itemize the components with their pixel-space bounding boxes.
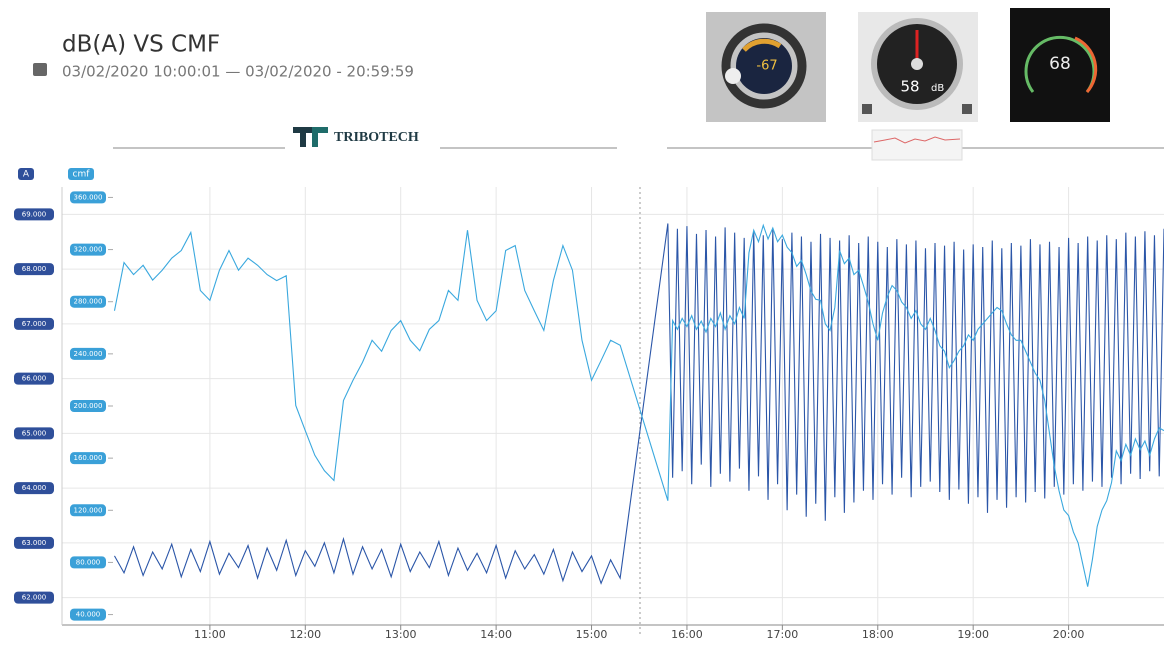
gauge-value: 68 — [1049, 54, 1071, 74]
y2-tick-label: 200.000 — [74, 402, 103, 410]
gauge-value: 58 — [900, 78, 919, 96]
gauge-value: -67 — [756, 59, 777, 74]
y2-tick-label: 280.000 — [74, 298, 103, 306]
y-tick-label: 67.000 — [22, 320, 47, 328]
x-tick-label: 18:00 — [862, 628, 894, 641]
y2-tick-label: 320.000 — [74, 246, 103, 254]
y2-axis-label: cmf — [73, 170, 91, 180]
title: dB(A) VS CMF — [62, 32, 220, 58]
subtitle: 03/02/2020 10:00:01 — 03/02/2020 - 20:59… — [62, 63, 414, 81]
gauge-icon — [725, 68, 741, 84]
y-axis-label: A — [23, 170, 30, 180]
page: dB(A) VS CMF 03/02/2020 10:00:01 — 03/02… — [0, 0, 1164, 649]
x-tick-label: 15:00 — [576, 628, 608, 641]
y2-tick-label: 80.000 — [76, 558, 101, 566]
y-tick-label: 65.000 — [22, 429, 47, 437]
x-tick-label: 13:00 — [385, 628, 417, 641]
gauge-button[interactable] — [962, 104, 972, 114]
x-tick-label: 16:00 — [671, 628, 703, 641]
y-tick-label: 68.000 — [22, 265, 47, 273]
y2-tick-label: 240.000 — [74, 350, 103, 358]
calendar-icon — [33, 63, 47, 76]
gauge-unit: dB — [931, 83, 944, 94]
x-tick-label: 12:00 — [289, 628, 321, 641]
y-tick-label: 62.000 — [22, 594, 47, 602]
y-tick-label: 69.000 — [22, 210, 47, 218]
x-tick-label: 20:00 — [1053, 628, 1085, 641]
y2-tick-label: 360.000 — [74, 193, 103, 201]
logo-mark — [312, 127, 318, 147]
dashboard: dB(A) VS CMF 03/02/2020 10:00:01 — 03/02… — [0, 0, 1164, 645]
y-tick-label: 64.000 — [22, 484, 47, 492]
logo-mark — [300, 127, 306, 147]
y2-tick-label: 120.000 — [74, 506, 103, 514]
x-tick-label: 14:00 — [480, 628, 512, 641]
logo-text: TRIBOTECH — [334, 130, 419, 145]
thumbnail — [872, 130, 962, 160]
x-tick-label: 11:00 — [194, 628, 226, 641]
y2-tick-label: 40.000 — [76, 611, 101, 619]
gauge-button[interactable] — [862, 104, 872, 114]
series-line — [114, 225, 1164, 586]
y-tick-label: 63.000 — [22, 539, 47, 547]
gauge-hub — [911, 58, 923, 70]
x-tick-label: 19:00 — [957, 628, 989, 641]
y2-tick-label: 160.000 — [74, 454, 103, 462]
y-tick-label: 66.000 — [22, 375, 47, 383]
x-tick-label: 17:00 — [767, 628, 799, 641]
